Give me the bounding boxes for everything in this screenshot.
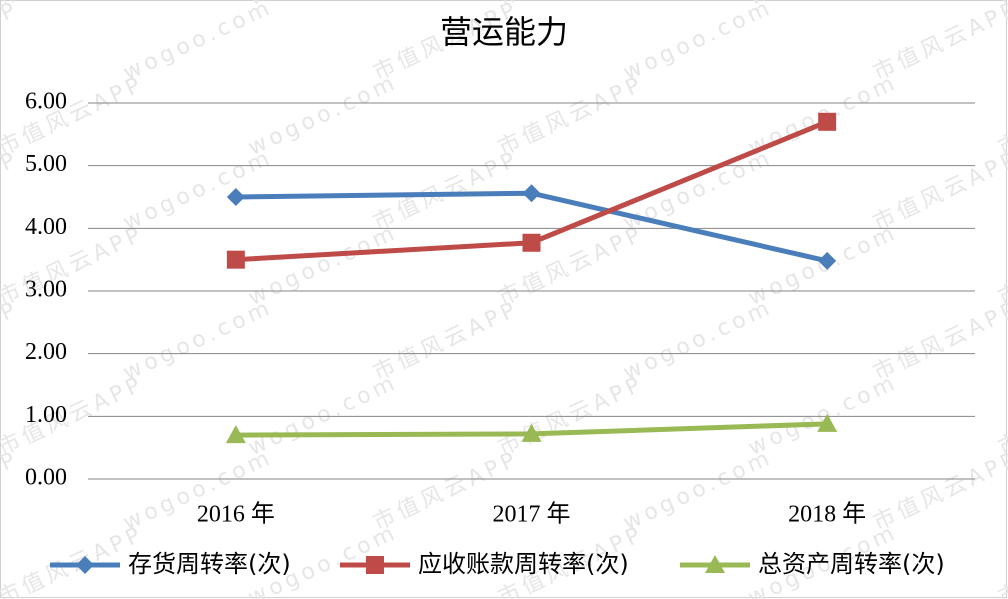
x-tick-label: 2016 年	[197, 501, 275, 528]
legend-label: 存货周转率(次)	[128, 550, 291, 578]
chart-title: 营运能力	[440, 13, 568, 51]
marker	[522, 184, 541, 203]
x-tick-label: 2017 年	[493, 501, 571, 528]
legend-label: 应收账款周转率(次)	[418, 550, 629, 578]
marker	[521, 423, 542, 442]
y-tick-label: 0.00	[25, 465, 67, 491]
y-tick-label: 5.00	[25, 151, 67, 177]
y-tick-label: 2.00	[25, 339, 67, 365]
marker	[226, 250, 245, 269]
y-tick-label: 3.00	[25, 277, 67, 303]
marker	[817, 413, 838, 432]
legend-marker	[705, 555, 725, 573]
y-tick-label: 6.00	[25, 89, 67, 115]
x-tick-label: 2018 年	[788, 501, 866, 528]
marker	[226, 188, 245, 206]
y-tick-label: 4.00	[25, 214, 67, 240]
y-tick-label: 1.00	[25, 402, 67, 428]
marker	[818, 112, 837, 131]
marker	[225, 425, 246, 444]
marker	[522, 233, 541, 252]
legend-marker	[76, 556, 94, 574]
legend-label: 总资产周转率(次)	[758, 550, 945, 578]
legend-marker	[366, 556, 384, 574]
marker	[818, 251, 837, 270]
